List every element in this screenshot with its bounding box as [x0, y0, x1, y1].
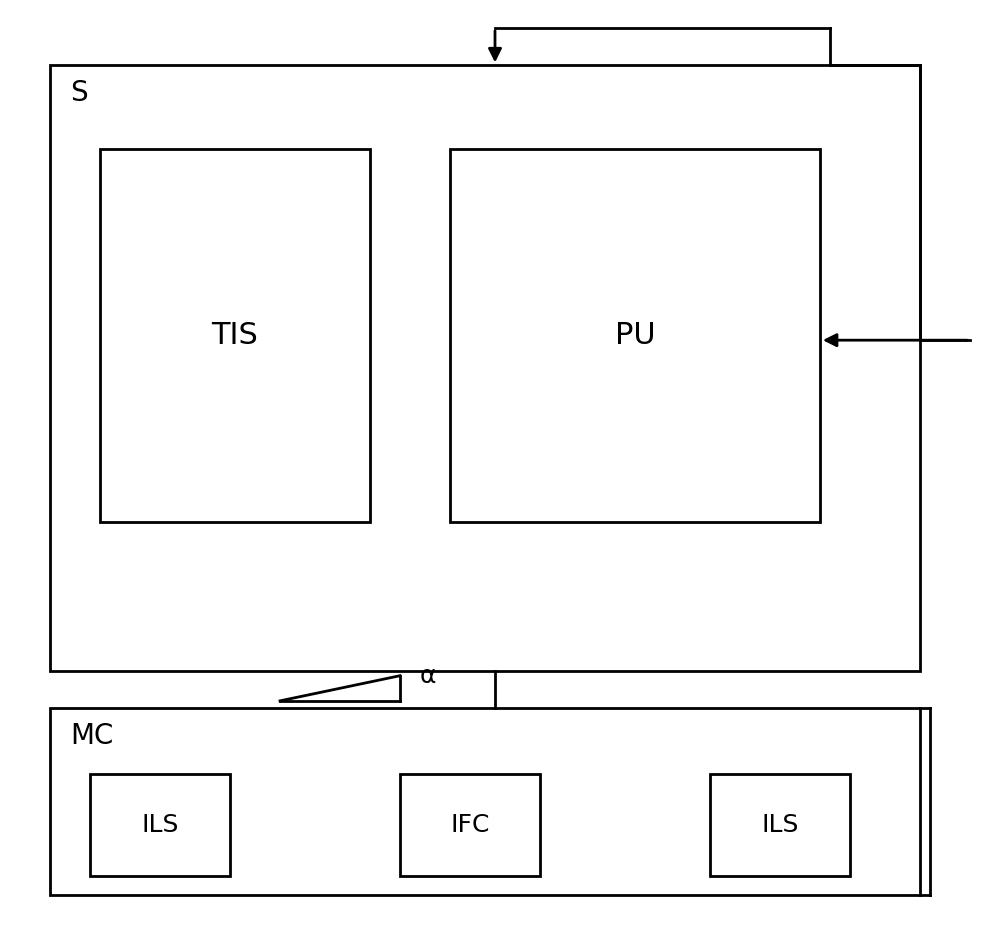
Text: MC: MC	[70, 722, 113, 750]
Text: TIS: TIS	[212, 321, 258, 350]
Text: ILS: ILS	[761, 813, 799, 837]
Bar	[50, 65, 920, 671]
Bar	[450, 149, 820, 522]
Text: α: α	[420, 664, 436, 688]
Bar	[90, 774, 230, 876]
Bar	[710, 774, 850, 876]
Bar	[400, 774, 540, 876]
Bar	[50, 708, 920, 895]
Text: S: S	[70, 79, 88, 107]
Text: IFC: IFC	[450, 813, 490, 837]
Bar	[100, 149, 370, 522]
Text: ILS: ILS	[141, 813, 179, 837]
Text: PU: PU	[615, 321, 655, 350]
